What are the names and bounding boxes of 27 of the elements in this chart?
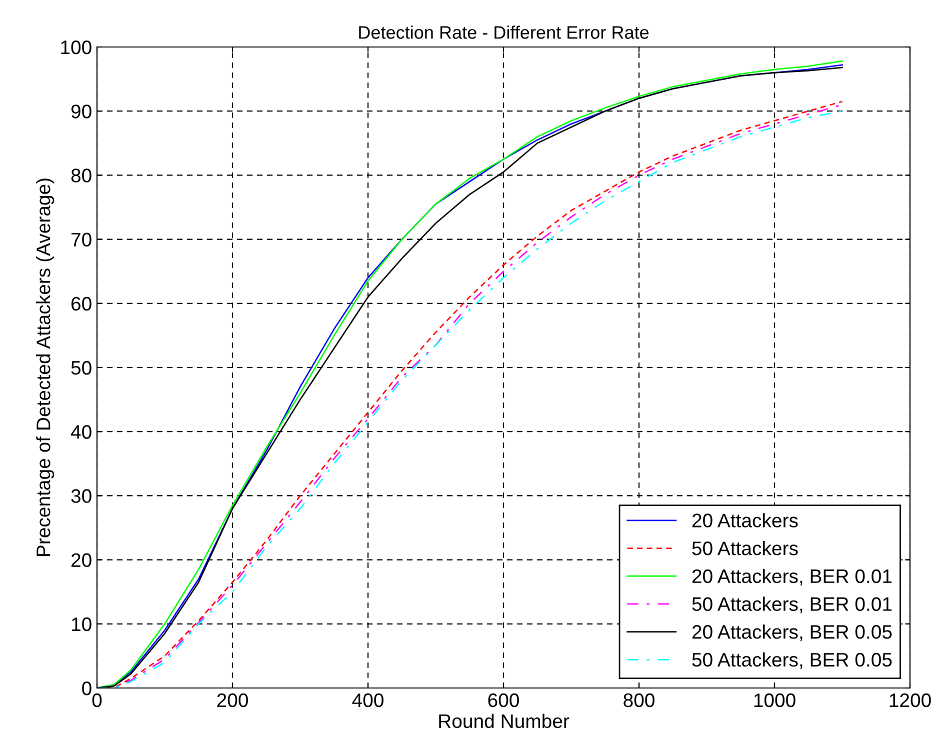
legend-label: 50 Attackers, BER 0.05 — [692, 652, 892, 669]
legend-label: 20 Attackers — [692, 513, 798, 528]
legend-label: 50 Attackers, BER 0.01 — [692, 596, 892, 614]
x-tick-label: 1200 — [890, 693, 931, 708]
y-tick-label: 70 — [72, 232, 92, 247]
y-tick-label: 50 — [71, 360, 92, 375]
chart-title: Detection Rate - Different Error Rate — [359, 26, 649, 39]
y-axis-title: Precentage of Detected Attackers (Average) — [36, 178, 54, 556]
legend-label: 20 Attackers, BER 0.01 — [692, 568, 892, 586]
x-tick-label: 0 — [92, 693, 102, 708]
legend-label: 20 Attackers, BER 0.05 — [692, 624, 892, 642]
x-axis-title: Round Number — [439, 714, 570, 728]
x-tick-label: 400 — [352, 693, 384, 708]
x-tick-label: 800 — [624, 693, 654, 708]
y-tick-label: 80 — [71, 168, 92, 182]
y-tick-label: 30 — [71, 489, 92, 503]
x-tick-label: 600 — [488, 693, 519, 708]
y-tick-label: 0 — [82, 681, 92, 696]
y-tick-label: 100 — [61, 40, 92, 54]
y-tick-label: 40 — [70, 425, 92, 439]
x-tick-label: 200 — [217, 693, 248, 708]
legend-label: 50 Attackers — [692, 540, 798, 556]
y-tick-label: 60 — [72, 296, 92, 311]
y-tick-label: 90 — [71, 104, 92, 118]
y-tick-label: 10 — [72, 617, 92, 632]
x-tick-label: 1000 — [754, 693, 796, 708]
y-tick-label: 20 — [71, 553, 92, 568]
